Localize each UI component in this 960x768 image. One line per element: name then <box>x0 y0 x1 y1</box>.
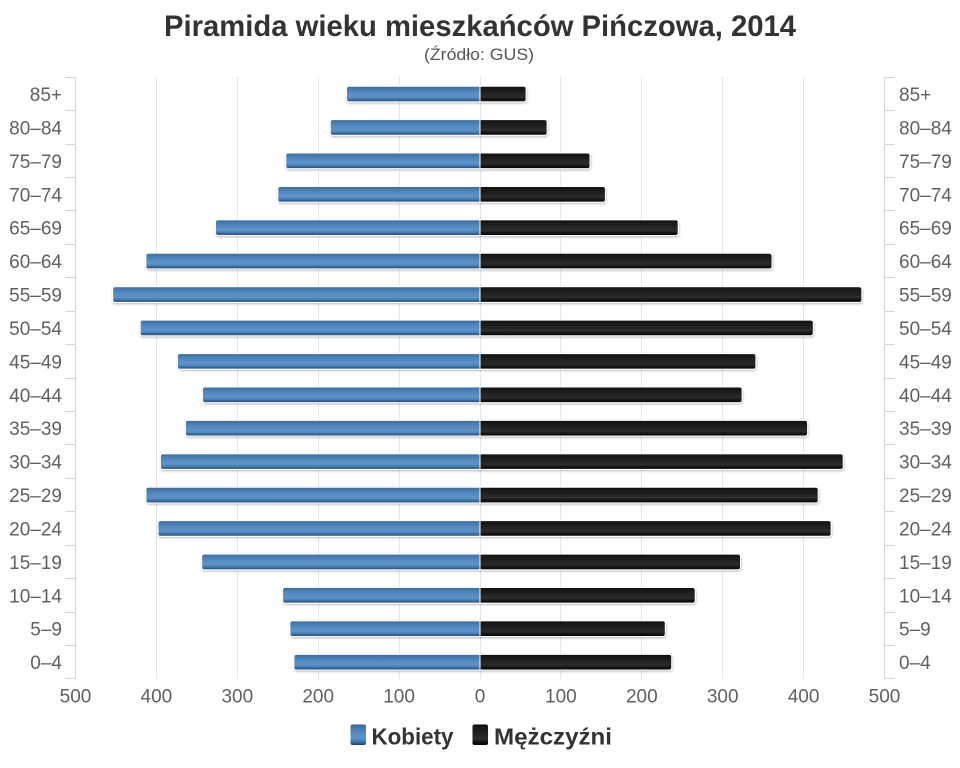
svg-text:25–29: 25–29 <box>9 486 62 507</box>
svg-text:20–24: 20–24 <box>9 520 62 541</box>
svg-text:45–49: 45–49 <box>9 352 62 373</box>
svg-text:30–34: 30–34 <box>899 453 952 474</box>
svg-text:0–4: 0–4 <box>899 653 931 674</box>
svg-text:50–54: 50–54 <box>899 319 952 340</box>
svg-text:30–34: 30–34 <box>9 453 62 474</box>
svg-text:50–54: 50–54 <box>9 319 62 340</box>
svg-text:45–49: 45–49 <box>899 352 952 373</box>
svg-text:70–74: 70–74 <box>899 185 952 206</box>
svg-text:65–69: 65–69 <box>9 219 62 240</box>
svg-text:500: 500 <box>869 687 901 708</box>
svg-text:35–39: 35–39 <box>899 419 952 440</box>
svg-text:40–44: 40–44 <box>899 386 952 407</box>
svg-text:40–44: 40–44 <box>9 386 62 407</box>
svg-text:Mężczyźni: Mężczyźni <box>494 724 612 750</box>
svg-text:10–14: 10–14 <box>899 586 952 607</box>
svg-text:60–64: 60–64 <box>9 252 62 273</box>
svg-text:5–9: 5–9 <box>899 620 931 641</box>
svg-text:60–64: 60–64 <box>899 252 952 273</box>
svg-text:300: 300 <box>707 687 739 708</box>
svg-text:400: 400 <box>788 687 820 708</box>
svg-text:85+: 85+ <box>30 85 62 106</box>
svg-text:100: 100 <box>383 687 415 708</box>
svg-text:80–84: 80–84 <box>899 118 952 139</box>
svg-text:Kobiety: Kobiety <box>372 724 454 750</box>
svg-text:0–4: 0–4 <box>30 653 62 674</box>
svg-text:15–19: 15–19 <box>9 553 62 574</box>
svg-text:35–39: 35–39 <box>9 419 62 440</box>
svg-text:70–74: 70–74 <box>9 185 62 206</box>
svg-text:20–24: 20–24 <box>899 520 952 541</box>
svg-text:25–29: 25–29 <box>899 486 952 507</box>
svg-text:10–14: 10–14 <box>9 586 62 607</box>
svg-text:400: 400 <box>141 687 173 708</box>
svg-text:85+: 85+ <box>899 85 931 106</box>
svg-text:75–79: 75–79 <box>899 152 952 173</box>
svg-text:Piramida wieku mieszkańców Piń: Piramida wieku mieszkańców Pińczowa, 201… <box>164 10 796 43</box>
svg-text:100: 100 <box>545 687 577 708</box>
svg-text:75–79: 75–79 <box>9 152 62 173</box>
svg-text:15–19: 15–19 <box>899 553 952 574</box>
svg-text:80–84: 80–84 <box>9 118 62 139</box>
svg-text:65–69: 65–69 <box>899 219 952 240</box>
svg-text:55–59: 55–59 <box>899 286 952 307</box>
svg-text:200: 200 <box>626 687 658 708</box>
svg-text:300: 300 <box>221 687 253 708</box>
svg-text:5–9: 5–9 <box>30 620 62 641</box>
svg-text:0: 0 <box>475 687 486 708</box>
svg-text:200: 200 <box>302 687 334 708</box>
svg-text:55–59: 55–59 <box>9 286 62 307</box>
svg-text:500: 500 <box>60 687 92 708</box>
svg-text:(Źródło: GUS): (Źródło: GUS) <box>424 45 534 64</box>
